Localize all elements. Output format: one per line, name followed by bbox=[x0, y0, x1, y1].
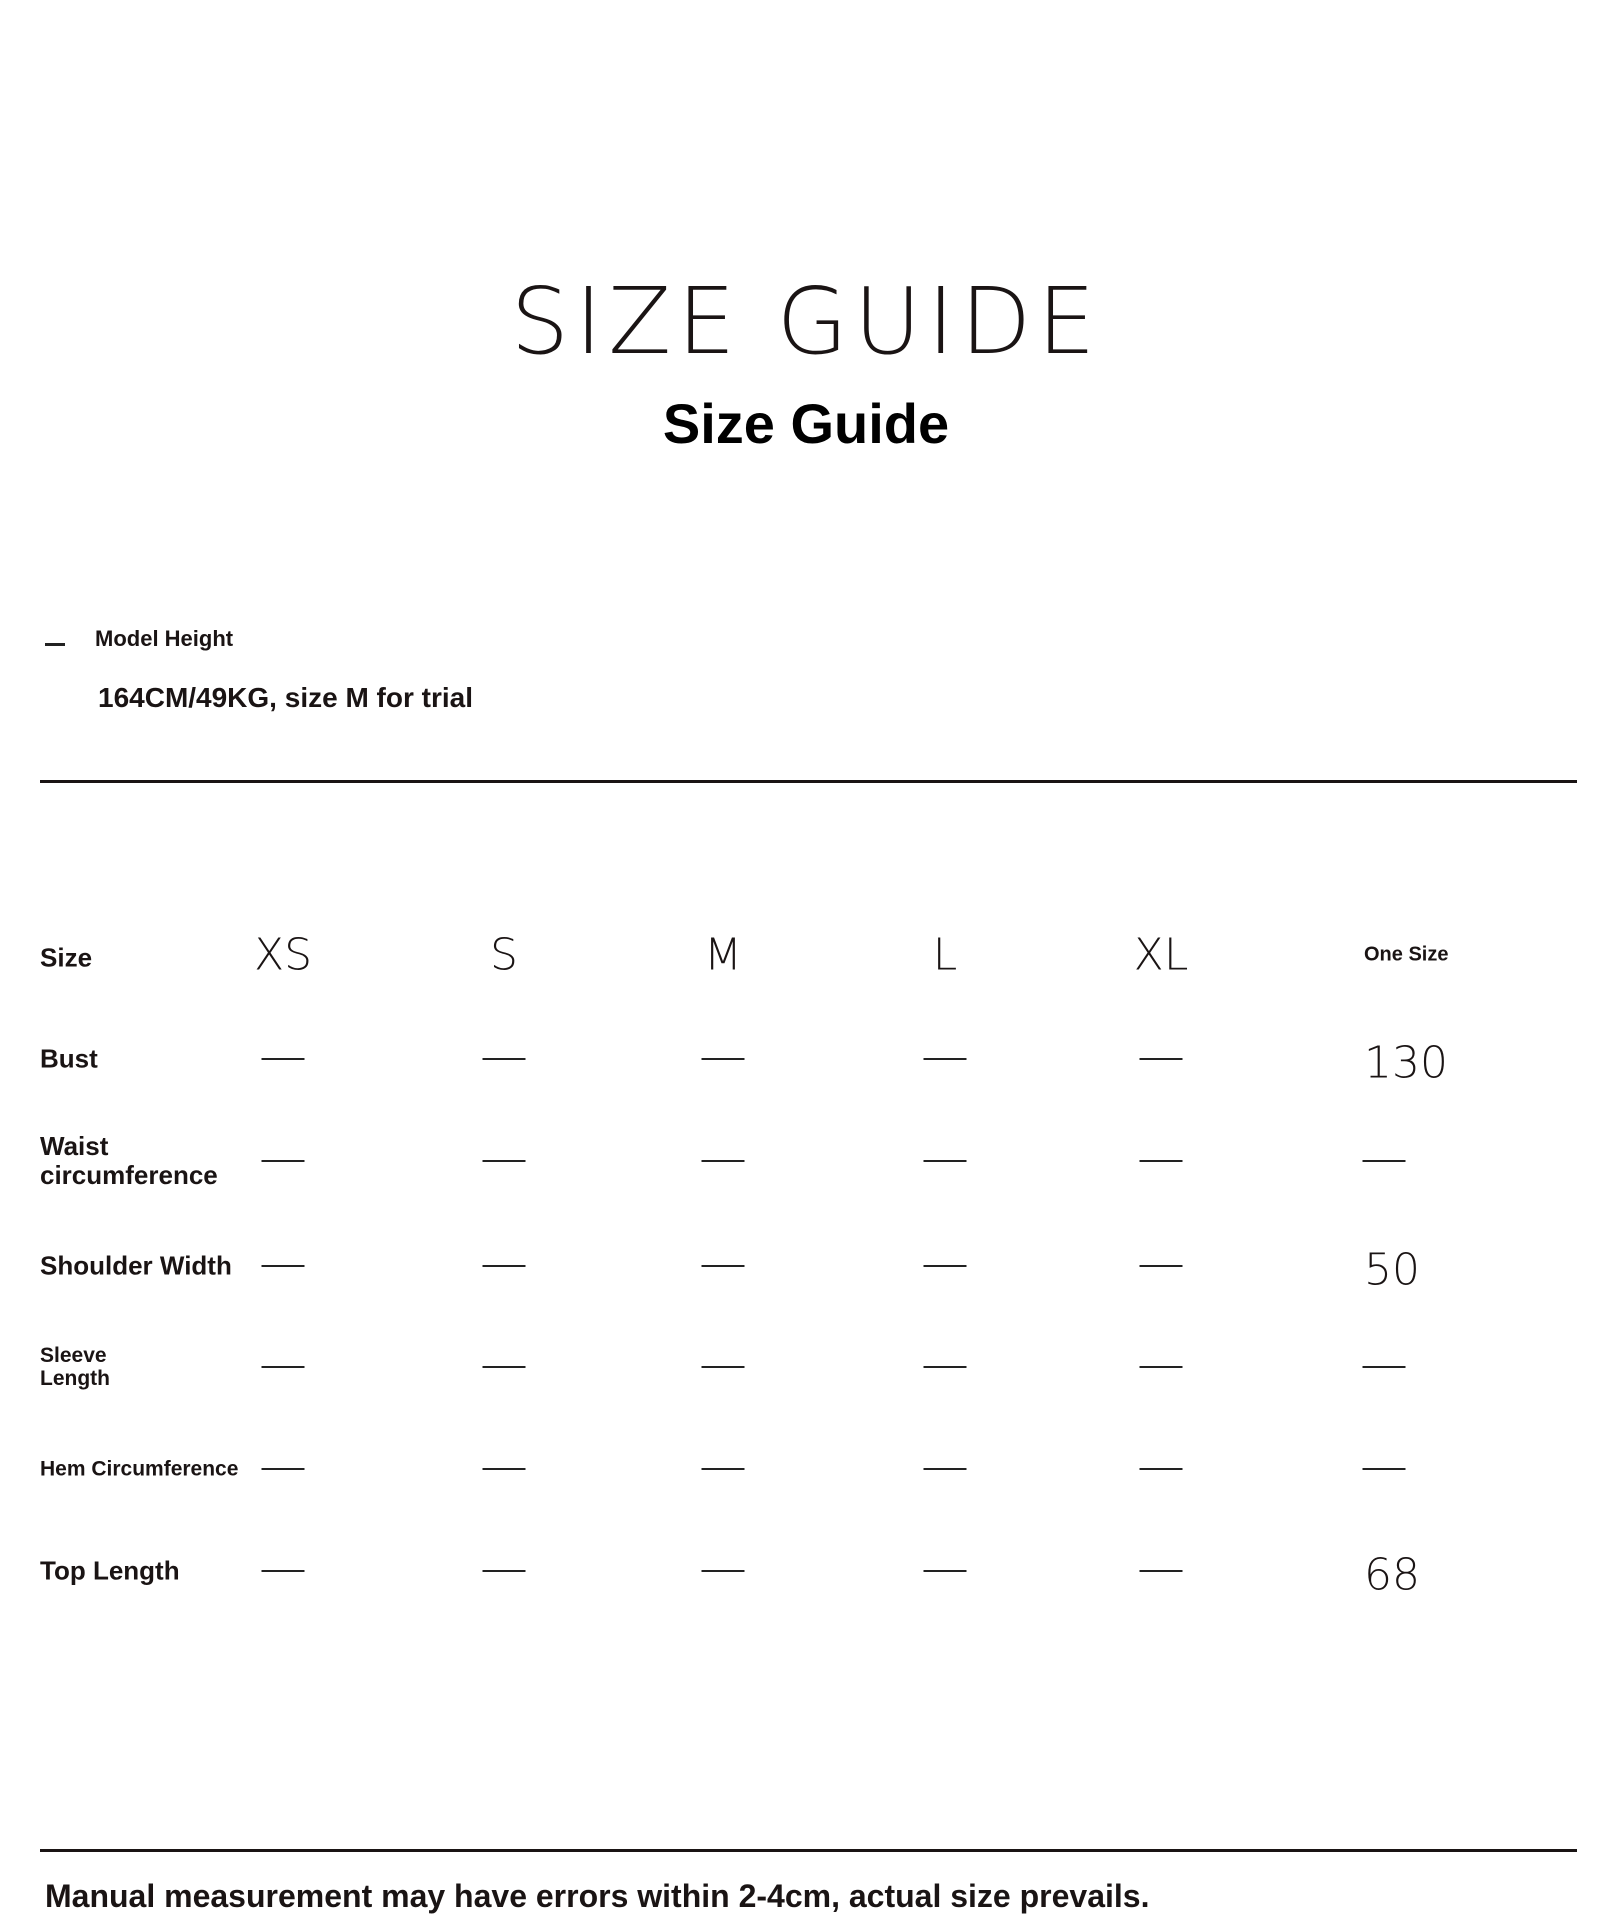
empty-value-dash bbox=[1139, 1570, 1183, 1572]
empty-value-dash bbox=[482, 1468, 526, 1470]
empty-value-dash bbox=[923, 1570, 967, 1572]
empty-value-dash bbox=[923, 1265, 967, 1267]
empty-value-dash bbox=[261, 1160, 305, 1162]
size-header-label: Size bbox=[40, 942, 93, 973]
empty-value-dash bbox=[261, 1366, 305, 1368]
measurement-note: Manual measurement may have errors withi… bbox=[45, 1878, 1150, 1914]
column-header: M bbox=[704, 929, 742, 981]
empty-value-dash bbox=[923, 1468, 967, 1470]
empty-value-dash bbox=[701, 1468, 745, 1470]
row-label: Top Length bbox=[40, 1555, 180, 1586]
empty-value-dash bbox=[701, 1058, 745, 1060]
divider-top bbox=[40, 780, 1577, 783]
empty-value-dash bbox=[482, 1058, 526, 1060]
page-title: SIZE GUIDE bbox=[510, 268, 1102, 375]
empty-value-dash bbox=[482, 1265, 526, 1267]
column-header: XS bbox=[253, 929, 313, 981]
measurement-value: 68 bbox=[1364, 1549, 1420, 1601]
row-label: Shoulder Width bbox=[40, 1250, 232, 1281]
empty-value-dash bbox=[701, 1265, 745, 1267]
row-label: Sleeve Length bbox=[40, 1344, 110, 1390]
empty-value-dash bbox=[261, 1058, 305, 1060]
empty-value-dash bbox=[482, 1160, 526, 1162]
row-label: Waist circumference bbox=[40, 1131, 218, 1190]
empty-value-dash bbox=[923, 1366, 967, 1368]
empty-value-dash bbox=[701, 1570, 745, 1572]
column-header: L bbox=[932, 929, 958, 981]
column-header: One Size bbox=[1364, 943, 1449, 966]
column-header: XL bbox=[1133, 929, 1189, 981]
row-label: Hem Circumference bbox=[40, 1457, 239, 1481]
model-height-label: Model Height bbox=[95, 626, 234, 651]
empty-value-dash bbox=[701, 1366, 745, 1368]
divider-bottom bbox=[40, 1849, 1577, 1852]
empty-value-dash bbox=[1362, 1468, 1406, 1470]
measurement-value: 50 bbox=[1364, 1244, 1420, 1296]
page-subtitle: Size Guide bbox=[662, 392, 950, 455]
model-height-value: 164CM/49KG, size M for trial bbox=[98, 682, 474, 713]
empty-value-dash bbox=[1362, 1160, 1406, 1162]
empty-value-dash bbox=[923, 1058, 967, 1060]
empty-value-dash bbox=[482, 1570, 526, 1572]
dash-icon bbox=[45, 643, 65, 646]
empty-value-dash bbox=[1139, 1468, 1183, 1470]
measurement-value: 130 bbox=[1364, 1037, 1448, 1089]
empty-value-dash bbox=[1139, 1366, 1183, 1368]
column-header: S bbox=[490, 929, 518, 981]
empty-value-dash bbox=[261, 1570, 305, 1572]
empty-value-dash bbox=[701, 1160, 745, 1162]
empty-value-dash bbox=[1139, 1058, 1183, 1060]
empty-value-dash bbox=[482, 1366, 526, 1368]
empty-value-dash bbox=[261, 1265, 305, 1267]
empty-value-dash bbox=[923, 1160, 967, 1162]
empty-value-dash bbox=[261, 1468, 305, 1470]
empty-value-dash bbox=[1362, 1366, 1406, 1368]
empty-value-dash bbox=[1139, 1160, 1183, 1162]
row-label: Bust bbox=[40, 1043, 98, 1074]
empty-value-dash bbox=[1139, 1265, 1183, 1267]
